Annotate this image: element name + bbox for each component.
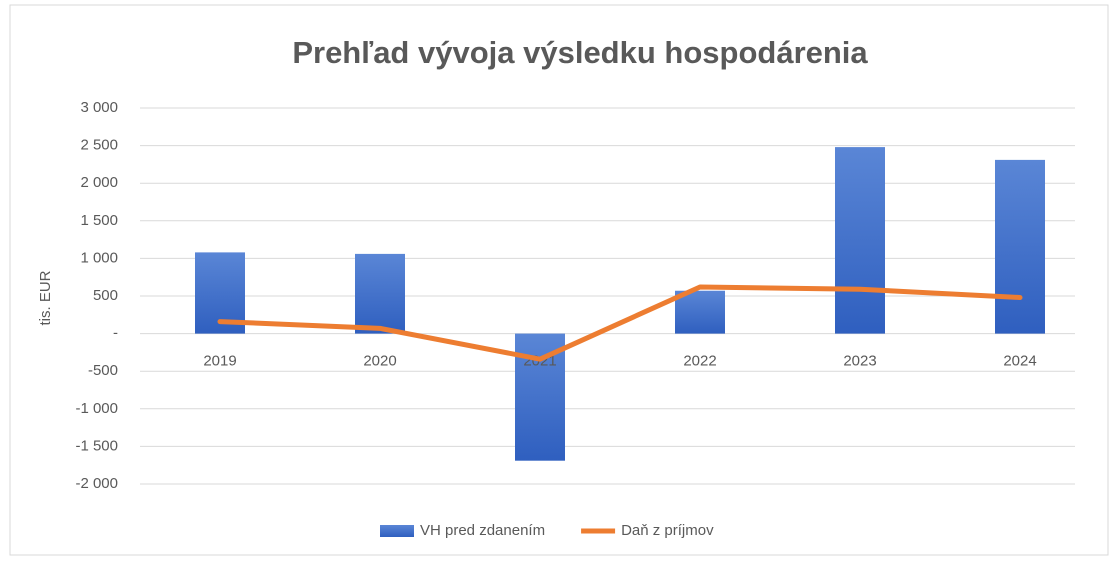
y-tick-label: -500 — [88, 362, 118, 379]
y-tick-label: 500 — [93, 287, 118, 304]
bar — [995, 159, 1045, 334]
x-tick-label: 2020 — [363, 353, 396, 370]
x-tick-label: 2019 — [203, 353, 236, 370]
y-tick-label: 3 000 — [80, 99, 118, 116]
legend-label: Daň z príjmov — [621, 522, 714, 539]
legend-swatch — [380, 525, 414, 537]
y-tick-label: 1 500 — [80, 212, 118, 229]
bar — [675, 290, 725, 334]
bar — [355, 253, 405, 334]
legend-label: VH pred zdanením — [420, 522, 545, 539]
y-tick-label: 2 000 — [80, 174, 118, 191]
y-tick-label: -1 000 — [75, 400, 118, 417]
y-axis-label: tis. EUR — [37, 270, 54, 325]
x-tick-label: 2024 — [1003, 353, 1036, 370]
chart-border — [9, 4, 1109, 556]
bar — [835, 147, 885, 334]
x-tick-label: 2023 — [843, 353, 876, 370]
y-tick-label: 1 000 — [80, 249, 118, 266]
y-tick-label: -2 000 — [75, 475, 118, 492]
line-series — [217, 284, 1023, 362]
y-tick-label: - — [113, 325, 118, 342]
y-tick-label: 2 500 — [80, 137, 118, 154]
chart-title: Prehľad vývoja výsledku hospodárenia — [292, 35, 868, 70]
y-tick-label: -1 500 — [75, 437, 118, 454]
x-tick-label: 2022 — [683, 353, 716, 370]
